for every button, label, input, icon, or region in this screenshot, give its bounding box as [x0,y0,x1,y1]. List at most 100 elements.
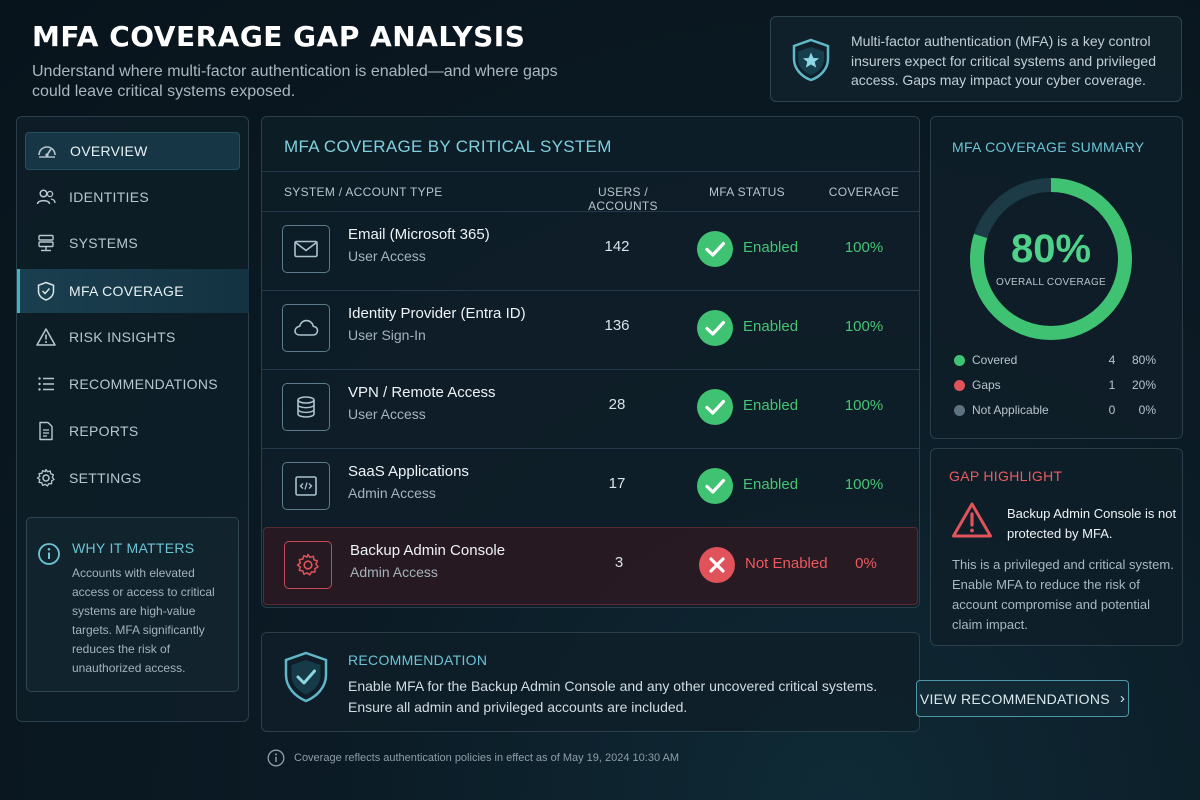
sidebar-item-systems[interactable]: SYSTEMS [25,224,240,262]
account-type: Admin Access [348,485,436,501]
sidebar-item-risk-insights[interactable]: RISK INSIGHTS [25,318,240,356]
mfa-status-label: Enabled [743,239,799,256]
sidebar: OVERVIEW IDENTITIES SYSTEMS MFA COVERAGE… [16,116,249,722]
sidebar-item-label: MFA COVERAGE [69,283,184,299]
column-header-system: SYSTEM / ACCOUNT TYPE [284,185,443,199]
system-icon-box [284,541,332,589]
code-window-icon [295,476,317,496]
info-icon [38,543,60,565]
insurer-info-banner: Multi-factor authentication (MFA) is a k… [770,16,1182,102]
check-circle-icon [697,310,733,346]
table-row[interactable]: VPN / Remote Access User Access 28 Enabl… [262,369,919,447]
legend-count: 0 [1108,403,1116,417]
recommendation-title: RECOMMENDATION [348,652,488,668]
coverage-table-panel: MFA COVERAGE BY CRITICAL SYSTEM SYSTEM /… [261,116,920,608]
gear-icon [296,553,319,576]
legend-count: 1 [1108,378,1116,392]
table-row[interactable]: SaaS Applications Admin Access 17 Enable… [262,448,919,526]
why-it-matters-box: WHY IT MATTERS Accounts with elevated ac… [26,517,239,692]
info-icon [267,749,285,767]
warning-icon [36,328,56,346]
page-subtitle: Understand where multi-factor authentica… [32,63,558,100]
why-it-matters-title: WHY IT MATTERS [72,540,195,556]
account-type: User Access [348,406,426,422]
account-count: 136 [604,317,630,334]
why-it-matters-body: Accounts with elevated access or access … [72,566,215,675]
check-circle-icon [697,231,733,267]
table-row-gap[interactable]: Backup Admin Console Admin Access 3 Not … [263,527,918,605]
divider [262,171,919,172]
gauge-icon [38,146,56,158]
sidebar-item-label: IDENTITIES [69,189,150,205]
legend-label: Gaps [972,378,1001,392]
document-icon [39,421,53,441]
system-name: Identity Provider (Entra ID) [348,305,526,322]
summary-title: MFA COVERAGE SUMMARY [952,139,1145,155]
mfa-status-label: Enabled [743,476,799,493]
coverage-value: 0% [855,555,877,572]
gap-highlight-panel: GAP HIGHLIGHT Backup Admin Console is no… [930,448,1183,646]
gear-icon [36,468,55,487]
coverage-value: 100% [844,239,884,256]
footer-text: Coverage reflects authentication policie… [294,752,680,764]
mail-icon [294,240,318,258]
system-icon-box [282,383,330,431]
legend-row-not-applicable: Not Applicable 0 0% [952,401,1162,421]
view-recommendations-button[interactable]: VIEW RECOMMENDATIONS › [916,680,1129,717]
column-header-mfa-status: MFA STATUS [709,185,785,199]
gap-headline: Backup Admin Console is not protected by… [1007,506,1177,541]
list-icon [38,377,54,391]
column-header-coverage: COVERAGE [828,185,900,199]
page-title: MFA COVERAGE GAP ANALYSIS [32,20,526,53]
warning-icon [952,502,992,538]
sidebar-item-overview[interactable]: OVERVIEW [25,132,240,170]
system-icon-box [282,304,330,352]
database-icon [297,396,315,418]
legend-row-covered: Covered 4 80% [952,351,1162,371]
legend-label: Not Applicable [972,403,1049,417]
account-count: 28 [608,396,626,413]
mfa-status-label: Not Enabled [745,555,828,572]
account-type: Admin Access [350,564,438,580]
system-name: Email (Microsoft 365) [348,226,490,243]
table-row[interactable]: Email (Microsoft 365) User Access 142 En… [262,211,919,289]
account-count: 17 [608,475,626,492]
chevron-right-icon: › [1119,690,1126,707]
overall-coverage-label: OVERALL COVERAGE [995,277,1107,288]
system-name: Backup Admin Console [350,542,506,559]
legend-label: Covered [972,353,1018,367]
system-name: VPN / Remote Access [348,384,496,401]
shield-check-icon [284,651,328,703]
table-title: MFA COVERAGE BY CRITICAL SYSTEM [284,137,612,156]
shield-star-icon [792,38,830,82]
sidebar-item-recommendations[interactable]: RECOMMENDATIONS [25,365,240,403]
coverage-summary-panel: MFA COVERAGE SUMMARY 80% OVERALL COVERAG… [930,116,1183,439]
account-count: 142 [604,238,630,255]
legend-percent: 0% [1138,403,1156,417]
sidebar-item-label: SETTINGS [69,470,142,486]
donut-covered-arc [970,178,1132,340]
table-row[interactable]: Identity Provider (Entra ID) User Sign-I… [262,290,919,368]
sidebar-item-reports[interactable]: REPORTS [25,412,240,450]
legend-percent: 80% [1132,353,1157,367]
coverage-value: 100% [844,476,884,493]
sidebar-item-settings[interactable]: SETTINGS [25,459,240,497]
mfa-status-label: Enabled [743,318,799,335]
footer-note: Coverage reflects authentication policie… [267,748,679,768]
sidebar-item-mfa-coverage[interactable]: MFA COVERAGE [17,269,249,313]
legend-dot [954,405,965,416]
column-header-users: USERS / ACCOUNTS [588,185,658,213]
system-icon-box [282,225,330,273]
gap-body: This is a privileged and critical system… [952,557,1174,632]
sidebar-item-label: REPORTS [69,423,139,439]
coverage-donut-chart [970,178,1132,340]
legend-dot [954,380,965,391]
view-recommendations-label: VIEW RECOMMENDATIONS [919,690,1110,707]
system-icon-box [282,462,330,510]
account-count: 3 [614,554,624,571]
server-icon [38,234,54,252]
legend-count: 4 [1108,353,1116,367]
x-circle-icon [699,547,735,583]
check-circle-icon [697,468,733,504]
sidebar-item-identities[interactable]: IDENTITIES [25,178,240,216]
